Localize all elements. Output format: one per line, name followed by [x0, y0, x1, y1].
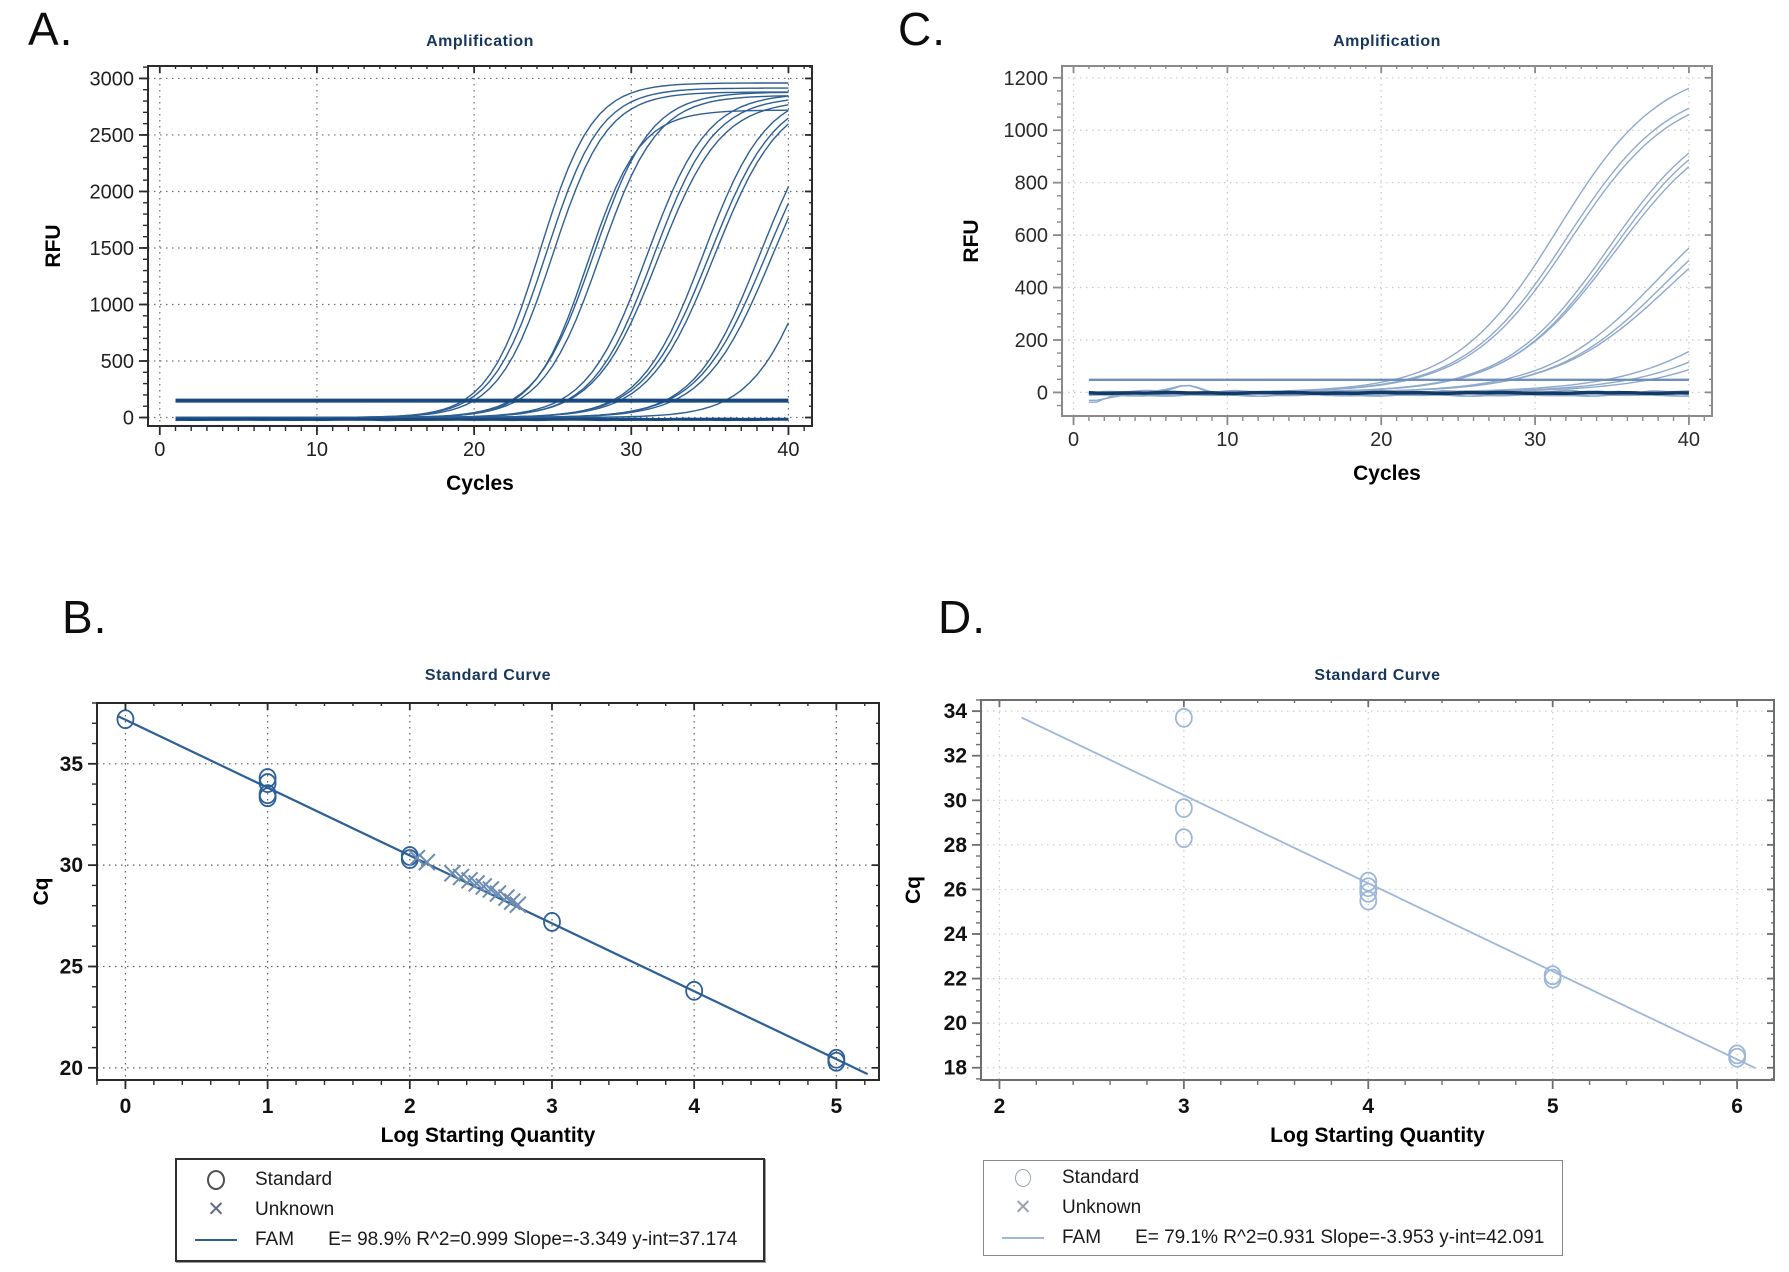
fam-line-icon [1002, 1237, 1044, 1239]
svg-text:Standard Curve: Standard Curve [1314, 667, 1440, 684]
legend-row-standard: Standard [193, 1167, 747, 1193]
svg-text:Cq: Cq [30, 878, 53, 906]
svg-text:0: 0 [1037, 382, 1048, 404]
svg-text:3: 3 [1178, 1095, 1190, 1118]
svg-text:Amplification: Amplification [426, 33, 534, 50]
svg-text:800: 800 [1015, 173, 1048, 195]
svg-text:Log Starting Quantity: Log Starting Quantity [1270, 1124, 1485, 1147]
svg-text:18: 18 [944, 1057, 968, 1080]
svg-text:2: 2 [404, 1095, 416, 1118]
svg-text:RFU: RFU [960, 219, 983, 262]
svg-text:34: 34 [944, 700, 968, 723]
svg-text:5: 5 [831, 1095, 843, 1118]
unknown-marker-icon: ✕ [1014, 1196, 1032, 1219]
svg-text:3000: 3000 [90, 68, 135, 90]
svg-text:3: 3 [546, 1095, 558, 1118]
svg-text:0: 0 [1068, 429, 1079, 451]
fam-line-icon [195, 1239, 237, 1241]
amplification-chart-c: 0 10 20 30 40020040060080010001200Amplificat… [960, 33, 1713, 485]
svg-text:0: 0 [154, 439, 165, 461]
svg-text:Log Starting Quantity: Log Starting Quantity [381, 1124, 596, 1147]
svg-text:28: 28 [944, 834, 968, 857]
svg-text:5: 5 [1547, 1095, 1559, 1118]
svg-text:1500: 1500 [90, 238, 135, 260]
svg-text:0: 0 [123, 408, 134, 430]
legend-row-standard: Standard [1000, 1165, 1546, 1191]
svg-text:20: 20 [1370, 429, 1392, 451]
legend-label: FAM [255, 1229, 295, 1250]
legend-label: FAM [1062, 1227, 1102, 1248]
svg-text:1000: 1000 [1004, 120, 1049, 142]
svg-text:2000: 2000 [90, 181, 135, 203]
fit-stats: E= 98.9% R^2=0.999 Slope=-3.349 y-int=37… [328, 1229, 738, 1250]
svg-text:20: 20 [944, 1012, 967, 1035]
legend-row-fam: FAM E= 79.1% R^2=0.931 Slope=-3.953 y-in… [1000, 1225, 1546, 1251]
svg-text:2: 2 [994, 1095, 1006, 1118]
svg-text:Cycles: Cycles [1353, 462, 1421, 485]
legend-label: Standard [255, 1169, 333, 1190]
svg-text:Standard Curve: Standard Curve [425, 667, 551, 684]
svg-text:20: 20 [60, 1057, 83, 1080]
legend-label: Standard [1062, 1167, 1140, 1188]
svg-text:26: 26 [944, 878, 967, 901]
svg-text:RFU: RFU [42, 224, 65, 267]
svg-text:20: 20 [463, 439, 485, 461]
svg-text:10: 10 [1216, 429, 1238, 451]
svg-text:4: 4 [1362, 1095, 1374, 1118]
svg-text:30: 30 [944, 789, 967, 812]
svg-text:400: 400 [1015, 278, 1048, 300]
svg-text:600: 600 [1015, 225, 1048, 247]
legend-label: Unknown [255, 1199, 335, 1220]
amplification-chart-a: 0 10 20 30 40 0 500 1000 1500 2000 2500 3000 Amplifi… [42, 33, 813, 495]
svg-text:6: 6 [1731, 1095, 1743, 1118]
legend-box-b: Standard ✕ Unknown FAM E= 98.9% R^2=0.99… [175, 1158, 765, 1262]
legend-row-fam: FAM E= 98.9% R^2=0.999 Slope=-3.349 y-in… [193, 1227, 747, 1253]
legend-row-unknown: ✕ Unknown [193, 1197, 747, 1223]
legend-label: Unknown [1062, 1197, 1142, 1218]
panel-letter-d: D. [938, 591, 986, 643]
svg-text:0: 0 [120, 1095, 132, 1118]
svg-text:10: 10 [306, 439, 328, 461]
svg-text:500: 500 [101, 351, 134, 373]
svg-text:2500: 2500 [90, 125, 135, 147]
legend-box-d: Standard ✕ Unknown FAM E= 79.1% R^2=0.93… [983, 1160, 1563, 1256]
standard-curve-chart-b: 0 1 2 3 4 5 20 25 30 35 Standard Curve Log Starting… [30, 667, 880, 1147]
svg-text:32: 32 [944, 745, 967, 768]
svg-text:Amplification: Amplification [1333, 33, 1441, 50]
svg-text:30: 30 [620, 439, 642, 461]
svg-text:40: 40 [777, 439, 799, 461]
legend-row-unknown: ✕ Unknown [1000, 1195, 1546, 1221]
svg-text:200: 200 [1015, 330, 1048, 352]
svg-text:1000: 1000 [90, 294, 135, 316]
svg-text:24: 24 [944, 923, 968, 946]
svg-text:1: 1 [262, 1095, 274, 1118]
svg-text:30: 30 [1524, 429, 1546, 451]
svg-text:30: 30 [60, 854, 83, 877]
svg-text:35: 35 [60, 753, 84, 776]
svg-text:4: 4 [688, 1095, 700, 1118]
panel-letter-b: B. [62, 591, 108, 643]
fit-stats: E= 79.1% R^2=0.931 Slope=-3.953 y-int=42… [1135, 1227, 1545, 1248]
unknown-marker-icon: ✕ [207, 1198, 225, 1221]
svg-text:40: 40 [1678, 429, 1700, 451]
panel-letter-c: C. [898, 3, 946, 55]
standard-marker-icon [207, 1170, 225, 1190]
standard-marker-icon [1015, 1169, 1031, 1187]
panel-letter-a: A. [28, 3, 74, 55]
svg-text:1200: 1200 [1004, 68, 1049, 90]
svg-text:22: 22 [944, 968, 967, 991]
svg-text:25: 25 [60, 955, 84, 978]
svg-text:Cycles: Cycles [446, 472, 514, 495]
svg-text:Cq: Cq [902, 876, 925, 904]
